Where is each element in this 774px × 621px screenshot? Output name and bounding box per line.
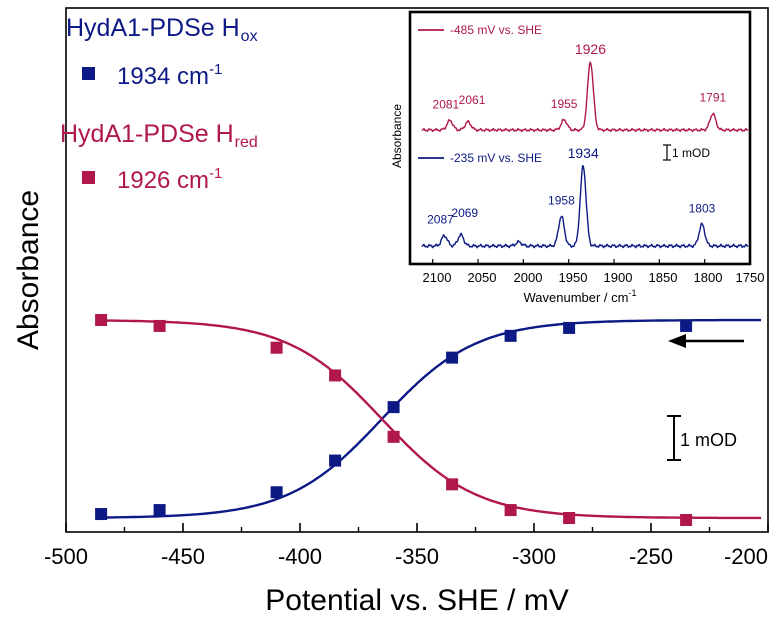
legend-title-red: HydA1-PDSe Hred xyxy=(60,120,258,151)
inset-peak-label: 2069 xyxy=(451,206,478,220)
data-point-ox xyxy=(270,486,283,499)
inset-peak-label: 2081 xyxy=(433,97,460,111)
inset-x-tick-label: 2100 xyxy=(423,270,452,285)
inset-x-tick-label: 1750 xyxy=(736,270,765,285)
inset-peak-label: 1955 xyxy=(551,97,578,111)
main-scale-bar xyxy=(667,415,681,461)
inset-x-axis-label: Wavenumber / cm-1 xyxy=(523,288,636,305)
data-point-ox xyxy=(680,319,693,332)
data-point-ox xyxy=(446,351,459,364)
main-x-tick-label: -400 xyxy=(278,544,322,569)
inset-y-axis-label: Absorbance xyxy=(390,104,404,168)
legend: HydA1-PDSe Hox 1934 cm-1 HydA1-PDSe Hred… xyxy=(60,14,258,194)
scan-direction-arrow xyxy=(668,334,744,348)
inset-x-tick-label: 1800 xyxy=(694,270,723,285)
main-x-axis-label: Potential vs. SHE / mV xyxy=(265,584,568,617)
inset-scale-bar xyxy=(663,144,671,161)
data-point-ox xyxy=(387,401,400,414)
legend-marker-label-red: 1926 cm-1 xyxy=(117,165,222,194)
main-x-tick-label: -250 xyxy=(629,544,673,569)
main-x-tick-label: -350 xyxy=(395,544,439,569)
main-x-tick-label: -450 xyxy=(161,544,205,569)
inset-scale-bar-label: 1 mOD xyxy=(672,146,710,160)
inset-x-tick-labels: 2100 2050 2000 1950 1900 1850 1800 1750 xyxy=(423,270,765,285)
main-x-tick-label: -200 xyxy=(724,544,768,569)
data-point-red xyxy=(270,341,283,354)
data-point-ox xyxy=(329,454,342,467)
inset-peak-label: 1958 xyxy=(548,193,575,207)
inset-peak-label: 2087 xyxy=(427,213,454,227)
inset-peak-label: 1934 xyxy=(568,145,599,161)
inset-x-tick-label: 2000 xyxy=(514,270,543,285)
inset-peak-label: 2061 xyxy=(459,93,486,107)
data-point-red xyxy=(387,430,400,443)
inset-trace-red xyxy=(421,61,749,133)
inset-x-tick-label: 2050 xyxy=(468,270,497,285)
legend-title-ox: HydA1-PDSe Hox xyxy=(66,14,258,45)
data-point-ox xyxy=(563,321,576,334)
data-point-red xyxy=(446,478,459,491)
fit-curve-red xyxy=(96,319,761,520)
data-point-ox xyxy=(95,508,108,521)
legend-marker-label-ox: 1934 cm-1 xyxy=(117,61,222,90)
main-x-tick-label: -300 xyxy=(512,544,556,569)
legend-marker-ox xyxy=(82,67,95,80)
inset-x-tick-label: 1850 xyxy=(649,270,678,285)
inset-legend-label-blue: -235 mV vs. SHE xyxy=(450,151,542,165)
inset-legend: -485 mV vs. SHE -235 mV vs. SHE xyxy=(418,23,542,165)
fit-curve-ox xyxy=(96,318,761,519)
data-point-red xyxy=(95,314,108,326)
inset-x-tick-label: 1950 xyxy=(559,270,588,285)
data-point-red xyxy=(504,504,517,517)
inset-legend-label-red: -485 mV vs. SHE xyxy=(450,23,542,37)
data-point-ox xyxy=(504,329,517,342)
main-y-axis-label: Absorbance xyxy=(12,190,45,350)
inset-x-tick-label: 1900 xyxy=(604,270,633,285)
data-point-red xyxy=(153,319,166,332)
data-point-red xyxy=(680,513,693,526)
data-point-red xyxy=(563,512,576,524)
inset-peak-label: 1791 xyxy=(699,91,726,105)
data-point-red xyxy=(329,369,342,382)
main-scale-bar-label: 1 mOD xyxy=(680,430,737,450)
main-x-tick-labels: -500 -450 -400 -350 -300 -250 -200 xyxy=(44,544,768,569)
legend-marker-red xyxy=(82,171,95,184)
inset-peak-label: 1926 xyxy=(575,41,606,57)
main-plot-marks xyxy=(65,314,769,532)
inset-peak-label: 1803 xyxy=(689,201,716,215)
inset-frame xyxy=(408,10,752,266)
main-x-tick-label: -500 xyxy=(44,544,88,569)
data-point-ox xyxy=(153,504,166,517)
inset-trace-blue xyxy=(421,165,749,249)
